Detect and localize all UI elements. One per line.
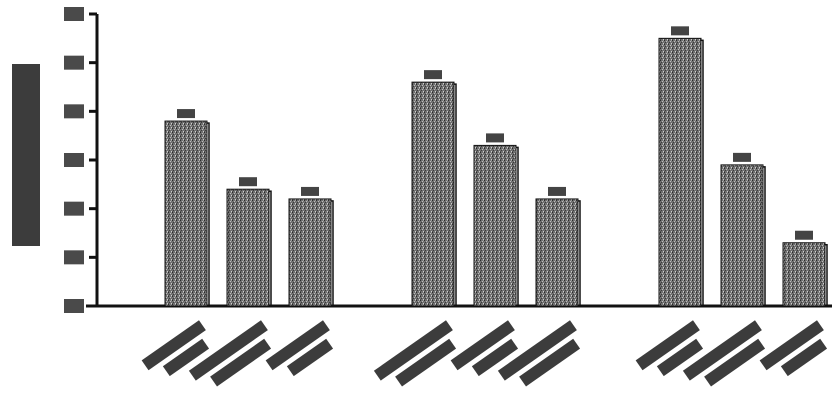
x-tick-label — [141, 320, 210, 377]
bars-layer — [164, 37, 828, 307]
y-tick-label — [64, 104, 84, 119]
x-tick-label — [373, 320, 457, 387]
y-tick-label — [64, 153, 84, 167]
bar-value-labels — [177, 26, 813, 240]
x-tick-label-block-line2 — [210, 338, 272, 387]
y-tick-label — [64, 201, 84, 216]
bar-value-label — [301, 186, 319, 196]
y-tick-label — [64, 250, 84, 265]
x-tick-label-block — [373, 320, 453, 381]
x-tick-label-block-line2 — [656, 338, 704, 377]
x-tick-label-block — [759, 320, 824, 371]
bar-value-label — [177, 109, 195, 119]
y-tick-label — [64, 7, 84, 21]
x-tick-label-block-line2 — [162, 338, 210, 377]
x-tick-label — [682, 320, 766, 387]
x-tick-label-block — [450, 320, 515, 371]
x-tick-label-block — [265, 320, 330, 371]
bar — [473, 144, 517, 307]
y-axis-label-block — [12, 64, 40, 246]
bar-value-label — [548, 186, 566, 196]
bar-value-label — [671, 26, 689, 36]
x-tick-label-block — [682, 320, 762, 381]
x-tick-label-block-line2 — [395, 338, 457, 387]
x-tick-label — [759, 320, 828, 377]
x-tick-label-block — [141, 320, 206, 371]
y-axis-ticks — [64, 7, 97, 313]
y-tick-label — [64, 299, 84, 313]
bar — [288, 198, 332, 307]
x-tick-label — [188, 320, 272, 387]
x-axis-labels — [141, 320, 828, 387]
x-tick-label-block-line2 — [519, 338, 581, 387]
x-tick-label-block-line2 — [704, 338, 766, 387]
x-tick-label — [497, 320, 581, 387]
x-tick-label-block-line2 — [471, 338, 519, 377]
x-tick-label — [265, 320, 334, 377]
x-tick-label-block — [188, 320, 268, 381]
bar-value-label — [733, 152, 751, 162]
x-tick-label-block — [497, 320, 577, 381]
bar — [226, 188, 270, 307]
bar — [411, 81, 455, 307]
bar — [720, 164, 764, 307]
bar — [535, 198, 579, 307]
x-tick-label-block-line2 — [780, 338, 828, 377]
bar-value-label — [239, 177, 257, 187]
bar — [782, 242, 826, 307]
bar-value-label — [486, 133, 504, 143]
x-tick-label-block — [635, 320, 700, 371]
bar — [658, 37, 702, 307]
x-tick-label-block-line2 — [286, 338, 334, 377]
x-tick-label — [635, 320, 704, 377]
y-tick-label — [64, 55, 84, 70]
x-tick-label — [450, 320, 519, 377]
bar — [164, 120, 208, 307]
bar-value-label — [795, 230, 813, 240]
bar-value-label — [424, 70, 442, 80]
